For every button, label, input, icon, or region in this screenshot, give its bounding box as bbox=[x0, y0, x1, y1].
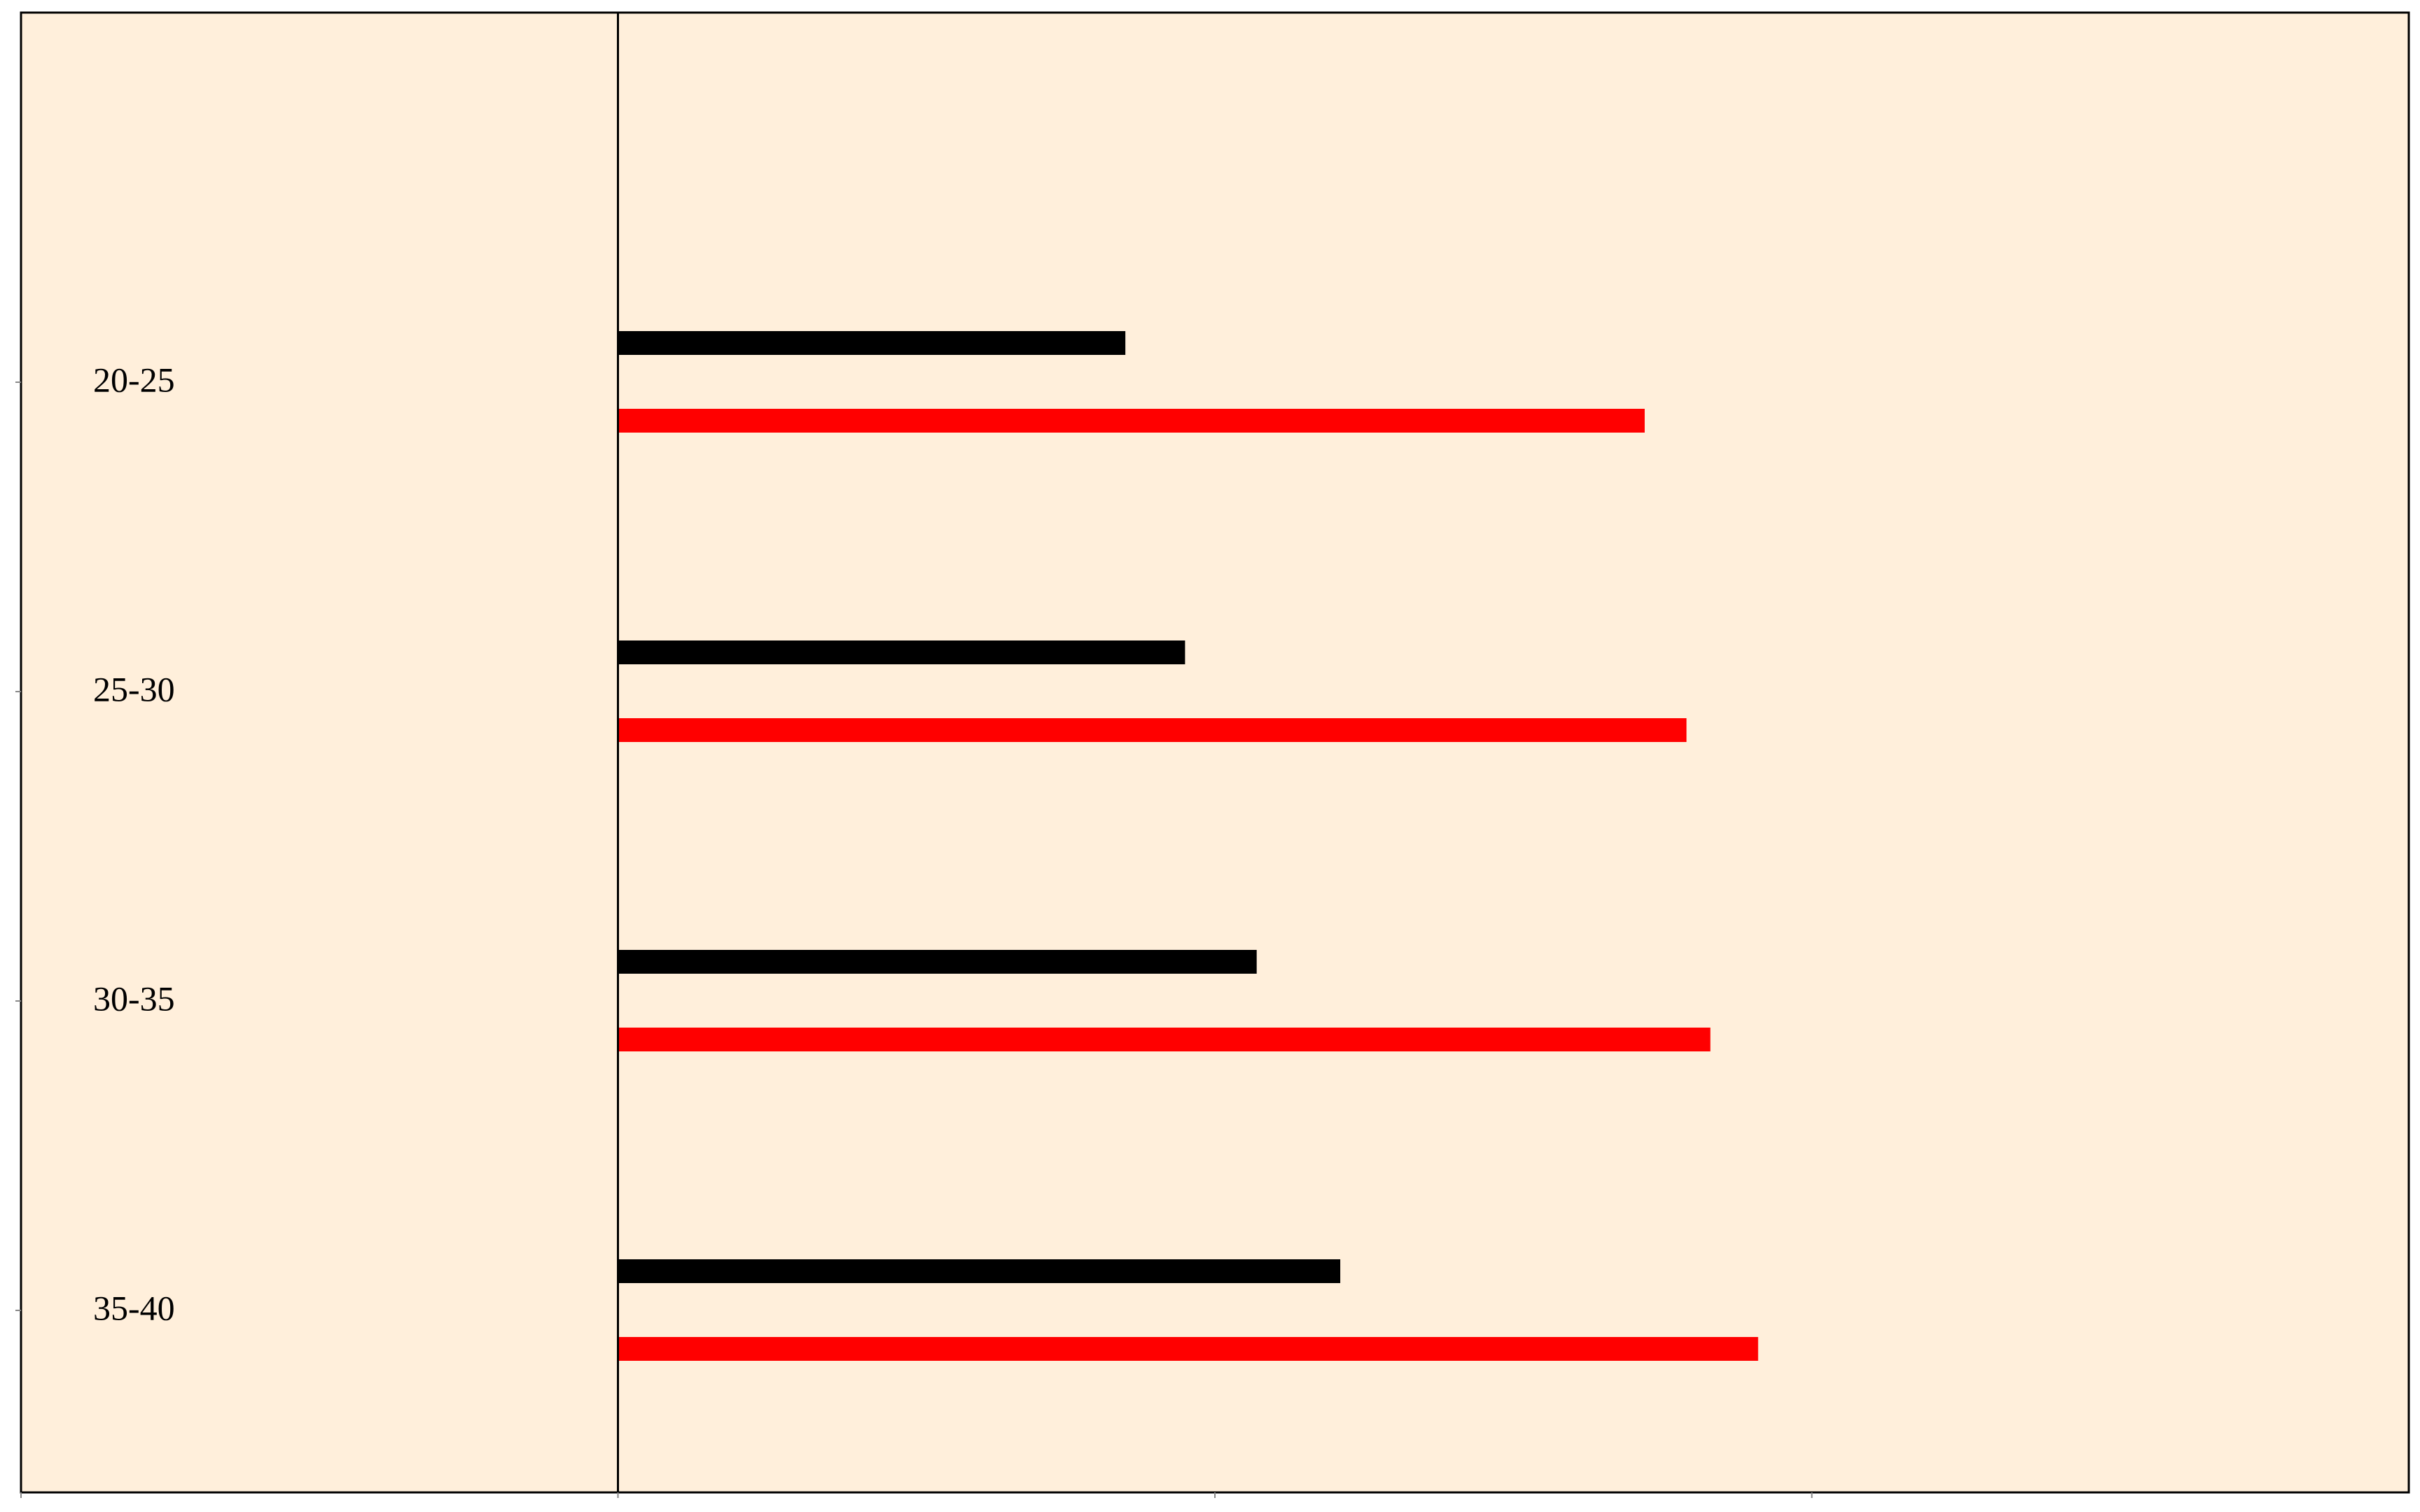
bars bbox=[618, 331, 1758, 1361]
category-label-20-25: 20-25 bbox=[93, 360, 175, 399]
bar-30-35-series-2 bbox=[618, 1028, 1711, 1051]
category-label-30-35: 30-35 bbox=[93, 979, 175, 1018]
bar-35-40-series-1 bbox=[618, 1259, 1341, 1283]
plot-background bbox=[20, 11, 2410, 1494]
bar-20-25-series-2 bbox=[618, 409, 1645, 433]
bar-25-30-series-1 bbox=[618, 640, 1185, 664]
axis-ticks bbox=[15, 382, 1813, 1498]
bar-35-40-series-2 bbox=[618, 1337, 1758, 1361]
category-labels: 20-25 25-30 30-35 35-40 bbox=[93, 360, 175, 1327]
bar-20-25-series-1 bbox=[618, 331, 1126, 355]
bar-30-35-series-1 bbox=[618, 950, 1257, 974]
bar-25-30-series-2 bbox=[618, 718, 1687, 742]
category-label-25-30: 25-30 bbox=[93, 669, 175, 708]
category-label-35-40: 35-40 bbox=[93, 1288, 175, 1327]
